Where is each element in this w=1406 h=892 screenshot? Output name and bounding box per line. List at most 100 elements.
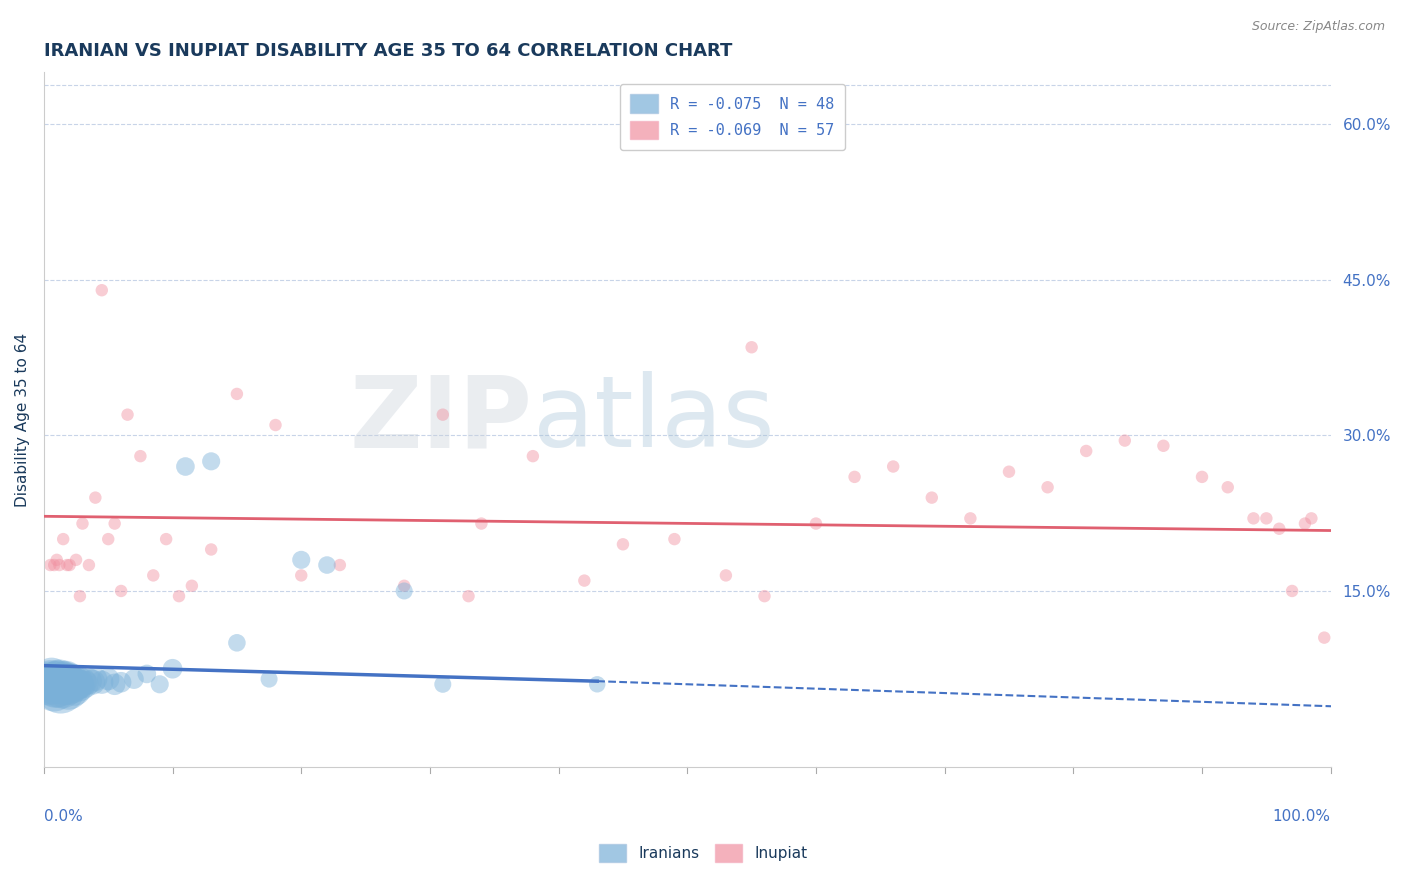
Point xyxy=(149,677,172,691)
Point xyxy=(62,677,84,691)
Point xyxy=(90,675,112,690)
Point xyxy=(264,417,287,432)
Point xyxy=(844,470,866,484)
Point xyxy=(60,679,83,693)
Point xyxy=(1216,480,1239,494)
Point xyxy=(142,568,165,582)
Point xyxy=(53,674,76,689)
Point xyxy=(39,672,62,686)
Legend: Iranians, Inupiat: Iranians, Inupiat xyxy=(592,838,814,868)
Point xyxy=(48,558,70,572)
Legend: R = -0.075  N = 48, R = -0.069  N = 57: R = -0.075 N = 48, R = -0.069 N = 57 xyxy=(620,84,845,150)
Point xyxy=(200,542,222,557)
Point xyxy=(129,449,152,463)
Point xyxy=(97,532,120,546)
Point xyxy=(84,491,107,505)
Point xyxy=(1036,480,1059,494)
Point xyxy=(392,579,415,593)
Point xyxy=(122,672,145,686)
Point xyxy=(72,675,94,690)
Point xyxy=(1256,511,1278,525)
Point xyxy=(104,677,127,691)
Y-axis label: Disability Age 35 to 64: Disability Age 35 to 64 xyxy=(15,333,30,507)
Point xyxy=(804,516,827,531)
Point xyxy=(167,589,190,603)
Point xyxy=(72,516,94,531)
Point xyxy=(56,558,79,572)
Point xyxy=(45,677,67,691)
Point xyxy=(316,558,339,572)
Point xyxy=(49,682,72,697)
Point xyxy=(59,677,82,691)
Point xyxy=(44,558,66,572)
Text: 0.0%: 0.0% xyxy=(44,809,83,824)
Point xyxy=(457,589,479,603)
Text: ZIP: ZIP xyxy=(350,371,533,468)
Point xyxy=(1313,631,1336,645)
Point xyxy=(1294,516,1316,531)
Point xyxy=(38,674,60,689)
Point xyxy=(225,387,247,401)
Point xyxy=(664,532,686,546)
Point xyxy=(432,677,454,691)
Point xyxy=(1152,439,1174,453)
Point xyxy=(37,677,59,691)
Point xyxy=(69,589,91,603)
Point xyxy=(998,465,1021,479)
Point xyxy=(90,283,112,297)
Point xyxy=(44,682,66,697)
Point xyxy=(1301,511,1323,525)
Point xyxy=(84,672,107,686)
Point xyxy=(959,511,981,525)
Point xyxy=(180,579,202,593)
Point xyxy=(225,636,247,650)
Point xyxy=(921,491,943,505)
Point xyxy=(39,558,62,572)
Point xyxy=(97,672,120,686)
Point xyxy=(44,679,66,693)
Point xyxy=(135,667,157,681)
Point xyxy=(65,553,87,567)
Point xyxy=(290,553,312,567)
Point xyxy=(55,672,77,686)
Point xyxy=(1191,470,1213,484)
Point xyxy=(470,516,492,531)
Point xyxy=(117,408,139,422)
Point xyxy=(82,675,104,690)
Point xyxy=(432,408,454,422)
Point xyxy=(200,454,222,468)
Point xyxy=(290,568,312,582)
Point xyxy=(110,675,132,690)
Point xyxy=(52,677,75,691)
Point xyxy=(56,677,79,691)
Point xyxy=(1268,522,1291,536)
Point xyxy=(1114,434,1136,448)
Point xyxy=(45,553,67,567)
Point xyxy=(67,677,90,691)
Point xyxy=(110,584,132,599)
Point xyxy=(52,532,75,546)
Point xyxy=(58,682,80,697)
Point xyxy=(522,449,544,463)
Point xyxy=(77,674,100,689)
Text: 100.0%: 100.0% xyxy=(1272,809,1330,824)
Point xyxy=(329,558,352,572)
Text: Source: ZipAtlas.com: Source: ZipAtlas.com xyxy=(1251,20,1385,33)
Point xyxy=(174,459,197,474)
Text: atlas: atlas xyxy=(533,371,775,468)
Point xyxy=(42,677,65,691)
Point xyxy=(162,662,184,676)
Point xyxy=(882,459,904,474)
Point xyxy=(155,532,177,546)
Point xyxy=(586,677,609,691)
Point xyxy=(63,682,86,697)
Point xyxy=(48,672,70,686)
Point xyxy=(392,584,415,599)
Point xyxy=(574,574,596,588)
Point xyxy=(257,672,280,686)
Point xyxy=(714,568,737,582)
Point xyxy=(59,674,82,689)
Point xyxy=(65,677,87,691)
Point xyxy=(51,679,73,693)
Point xyxy=(69,679,91,693)
